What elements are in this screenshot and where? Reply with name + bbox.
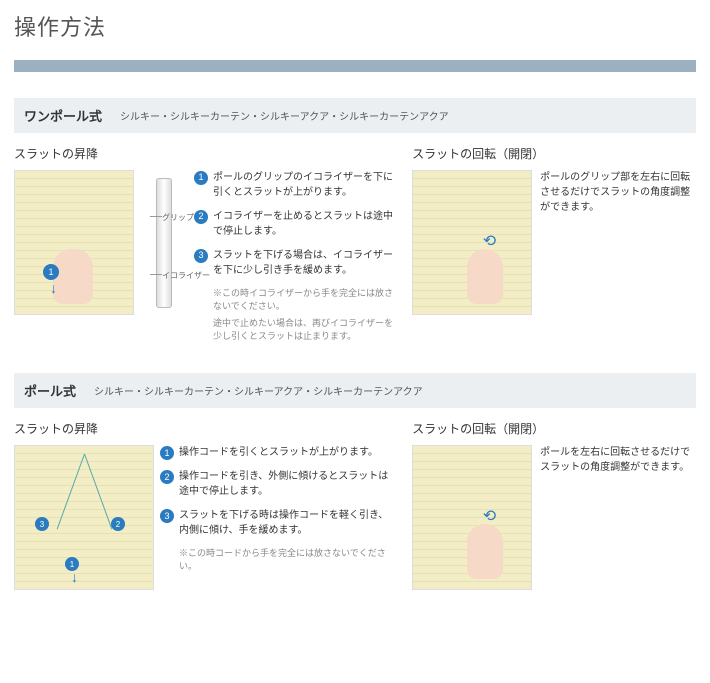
- step-num-icon: 1: [194, 171, 208, 185]
- step-num-icon: 2: [160, 470, 174, 484]
- arrow-down-icon: ↓: [71, 569, 78, 585]
- note-text: ※この時イコライザーから手を完全には放さないでください。: [213, 287, 398, 312]
- s2-illustration-lift: 3 2 1 ↓: [14, 445, 154, 590]
- s1-steps: 1 ポールのグリップのイコライザーを下に引くとスラットが上がります。 2 イコライザ…: [194, 170, 398, 347]
- step-text: スラットを下げる時は操作コードを軽く引き、内側に傾け、手を緩めます。: [179, 508, 398, 538]
- step-text: 操作コードを引き、外側に傾けるとスラットは途中で停止します。: [179, 469, 398, 499]
- s2-right-subtitle: スラットの回転（開閉）: [412, 420, 696, 437]
- section2-sub: シルキー・シルキーカーテン・シルキーアクア・シルキーカーテンアクア: [94, 383, 423, 398]
- s1-illustration-lift: 1 ↓: [14, 170, 134, 315]
- main-title: 操作方法: [14, 10, 696, 42]
- s1-left-subtitle: スラットの昇降: [14, 145, 398, 162]
- step-num-icon: 3: [160, 509, 174, 523]
- step-text: イコライザーを止めるとスラットは途中で停止します。: [213, 209, 398, 239]
- grip-label: グリップ: [162, 212, 194, 223]
- section1-sub: シルキー・シルキーカーテン・シルキーアクア・シルキーカーテンアクア: [120, 108, 449, 123]
- rotate-arrow-icon: ⟲: [483, 231, 496, 251]
- arrow-down-icon: ↓: [50, 280, 57, 296]
- s1-illustration-rotate: ⟲: [412, 170, 532, 315]
- step-num-icon: 2: [194, 210, 208, 224]
- s1-right-text: ポールのグリップ部を左右に回転させるだけでスラットの角度調整ができます。: [540, 170, 696, 315]
- section1-title: ワンポール式: [24, 106, 102, 125]
- note-text: ※この時コードから手を完全には放さないでください。: [179, 547, 398, 572]
- section2-header: ポール式 シルキー・シルキーカーテン・シルキーアクア・シルキーカーテンアクア: [14, 373, 696, 408]
- step-num-icon: 3: [194, 249, 208, 263]
- section2-row: スラットの昇降 3 2 1 ↓ 1 操作コードを引くとスラットが上がります。 2操…: [14, 420, 696, 590]
- s2-steps: 1 操作コードを引くとスラットが上がります。 2 操作コードを引き、外側に傾けるとス…: [160, 445, 398, 590]
- divider-bar: [14, 60, 696, 72]
- s1-pole-diagram: グリップ イコライザー: [140, 170, 188, 315]
- step-text: ポールのグリップのイコライザーを下に引くとスラットが上がります。: [213, 170, 398, 200]
- badge-1-icon: 1: [43, 264, 59, 280]
- s2-illustration-rotate: ⟲: [412, 445, 532, 590]
- note-text: 途中で止めたい場合は、再びイコライザーを少し引くとスラットは止まります。: [213, 317, 398, 342]
- s1-right-subtitle: スラットの回転（開閉）: [412, 145, 696, 162]
- step-num-icon: 1: [160, 446, 174, 460]
- step-text: 操作コードを引くとスラットが上がります。: [179, 445, 398, 460]
- s2-left-subtitle: スラットの昇降: [14, 420, 398, 437]
- rotate-arrow-icon: ⟲: [483, 506, 496, 526]
- equalizer-label: イコライザー: [162, 270, 210, 281]
- section1-header: ワンポール式 シルキー・シルキーカーテン・シルキーアクア・シルキーカーテンアクア: [14, 98, 696, 133]
- step-text: スラットを下げる場合は、イコライザーを下に少し引き手を緩めます。: [213, 248, 398, 278]
- section2-title: ポール式: [24, 381, 76, 400]
- s2-right-text: ポールを左右に回転させるだけでスラットの角度調整ができます。: [540, 445, 696, 590]
- section1-row: スラットの昇降 1 ↓ グリップ イコライザー 1 ポールのグリップのイコライザー…: [14, 145, 696, 347]
